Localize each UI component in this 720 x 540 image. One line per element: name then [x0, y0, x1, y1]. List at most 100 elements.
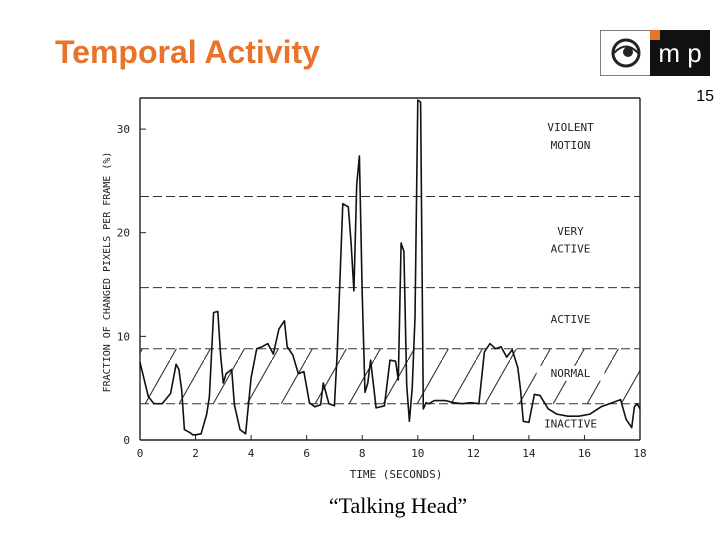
- x-tick-label: 16: [578, 447, 591, 460]
- chart-caption: “Talking Head”: [328, 493, 468, 518]
- data-point: [444, 400, 447, 402]
- data-point: [369, 359, 372, 361]
- data-point: [428, 403, 430, 405]
- data-point: [239, 429, 241, 431]
- data-point: [208, 395, 211, 398]
- data-point: [161, 403, 163, 405]
- data-point: [506, 356, 508, 358]
- data-point: [611, 402, 613, 404]
- data-point: [178, 368, 180, 371]
- logo-text: m p: [658, 38, 701, 68]
- region-label-bg: [536, 365, 605, 381]
- data-point: [244, 433, 247, 435]
- data-point: [433, 400, 436, 402]
- data-point: [411, 387, 413, 389]
- x-tick-label: 14: [522, 447, 536, 460]
- data-point: [519, 389, 522, 391]
- data-point: [278, 328, 280, 330]
- data-point: [425, 402, 427, 404]
- x-tick-label: 6: [303, 447, 310, 460]
- data-point: [183, 429, 186, 431]
- data-point: [403, 250, 405, 252]
- y-tick-label: 30: [117, 123, 130, 136]
- x-axis-label: TIME (SECONDS): [350, 468, 443, 481]
- x-tick-label: 18: [633, 447, 646, 460]
- data-point: [231, 368, 233, 371]
- data-point: [500, 346, 502, 348]
- data-point: [619, 398, 622, 401]
- data-point: [217, 310, 219, 313]
- company-logo: m p: [600, 30, 710, 76]
- data-point: [528, 421, 530, 423]
- data-point: [328, 403, 330, 405]
- data-point: [517, 366, 519, 369]
- data-point: [489, 343, 491, 345]
- data-point: [578, 415, 580, 417]
- data-point: [219, 354, 222, 356]
- data-point: [547, 408, 549, 410]
- data-point: [192, 434, 194, 436]
- x-tick-label: 2: [192, 447, 199, 460]
- data-point: [364, 391, 366, 393]
- data-point: [633, 406, 636, 408]
- data-point: [511, 349, 513, 351]
- data-point: [303, 371, 305, 373]
- data-point: [256, 348, 258, 350]
- data-point: [189, 432, 191, 434]
- region-label: NORMAL: [551, 367, 591, 380]
- data-point: [639, 408, 641, 410]
- data-point: [414, 317, 416, 319]
- data-point: [283, 320, 286, 322]
- data-point: [194, 434, 197, 436]
- data-point: [625, 418, 627, 420]
- data-point: [636, 403, 638, 405]
- data-point: [308, 402, 311, 404]
- data-point: [478, 403, 480, 405]
- region-label: VIOLENT: [547, 121, 594, 134]
- data-point: [350, 242, 352, 244]
- x-tick-label: 10: [411, 447, 424, 460]
- data-point: [272, 353, 274, 355]
- page-number: 15: [696, 88, 714, 105]
- data-point: [600, 406, 602, 408]
- data-point: [261, 346, 263, 348]
- data-point: [408, 420, 411, 422]
- y-tick-label: 20: [117, 227, 130, 240]
- data-point: [233, 404, 236, 406]
- data-point: [419, 101, 422, 103]
- region-label: VERY: [557, 225, 584, 238]
- y-tick-label: 0: [123, 434, 130, 447]
- data-point: [422, 408, 424, 410]
- data-point: [147, 395, 149, 398]
- data-point: [250, 377, 252, 379]
- data-point: [333, 405, 336, 407]
- eye-logo-icon: [611, 38, 641, 68]
- data-point: [394, 360, 397, 362]
- data-point: [292, 354, 294, 356]
- data-point: [358, 155, 361, 157]
- data-point: [153, 403, 155, 405]
- data-point: [342, 203, 344, 205]
- data-point: [483, 351, 486, 353]
- data-point: [336, 352, 338, 354]
- region-label: ACTIVE: [551, 313, 591, 326]
- data-point: [267, 343, 269, 345]
- x-tick-label: 8: [359, 447, 366, 460]
- slide-title: Temporal Activity: [55, 34, 320, 70]
- region-label-bg: [536, 416, 605, 432]
- region-label: INACTIVE: [544, 418, 597, 431]
- data-point: [314, 406, 316, 408]
- data-point: [322, 382, 324, 384]
- data-point: [469, 402, 472, 404]
- data-point: [206, 413, 208, 415]
- data-point: [169, 392, 172, 394]
- data-point: [533, 393, 536, 395]
- data-point: [375, 407, 377, 409]
- data-point: [353, 290, 355, 292]
- data-point: [175, 363, 177, 365]
- data-point: [200, 433, 202, 435]
- data-point: [213, 311, 215, 314]
- data-point: [567, 415, 569, 417]
- data-point: [139, 361, 141, 363]
